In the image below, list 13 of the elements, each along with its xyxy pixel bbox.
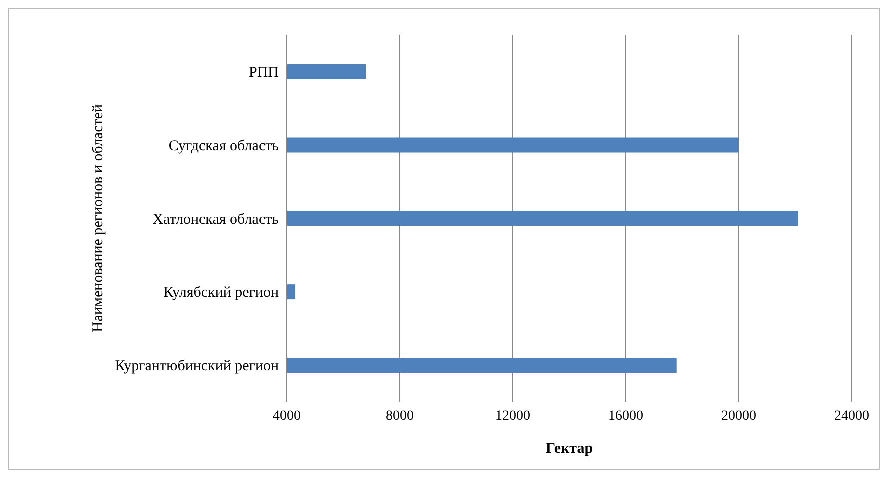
y-tick-label: Кулябский регион bbox=[164, 285, 279, 302]
y-tick-label: Кургантюбинский регион bbox=[115, 358, 279, 375]
y-tick-label: Хатлонская область bbox=[152, 212, 280, 228]
x-tick-label: 20000 bbox=[722, 408, 756, 424]
y-axis-title: Наименование регионов и областей bbox=[90, 104, 106, 332]
y-tick-label: Сугдская область bbox=[168, 138, 280, 154]
x-tick-label: 16000 bbox=[608, 408, 644, 424]
x-tick-label: 8000 bbox=[386, 408, 414, 424]
x-axis-title: Гектар bbox=[546, 441, 594, 457]
x-tick-label: 24000 bbox=[834, 408, 870, 424]
x-tick-label: 12000 bbox=[496, 408, 530, 424]
x-tick-label: 4000 bbox=[273, 408, 301, 424]
y-tick-label: РПП bbox=[248, 65, 280, 82]
